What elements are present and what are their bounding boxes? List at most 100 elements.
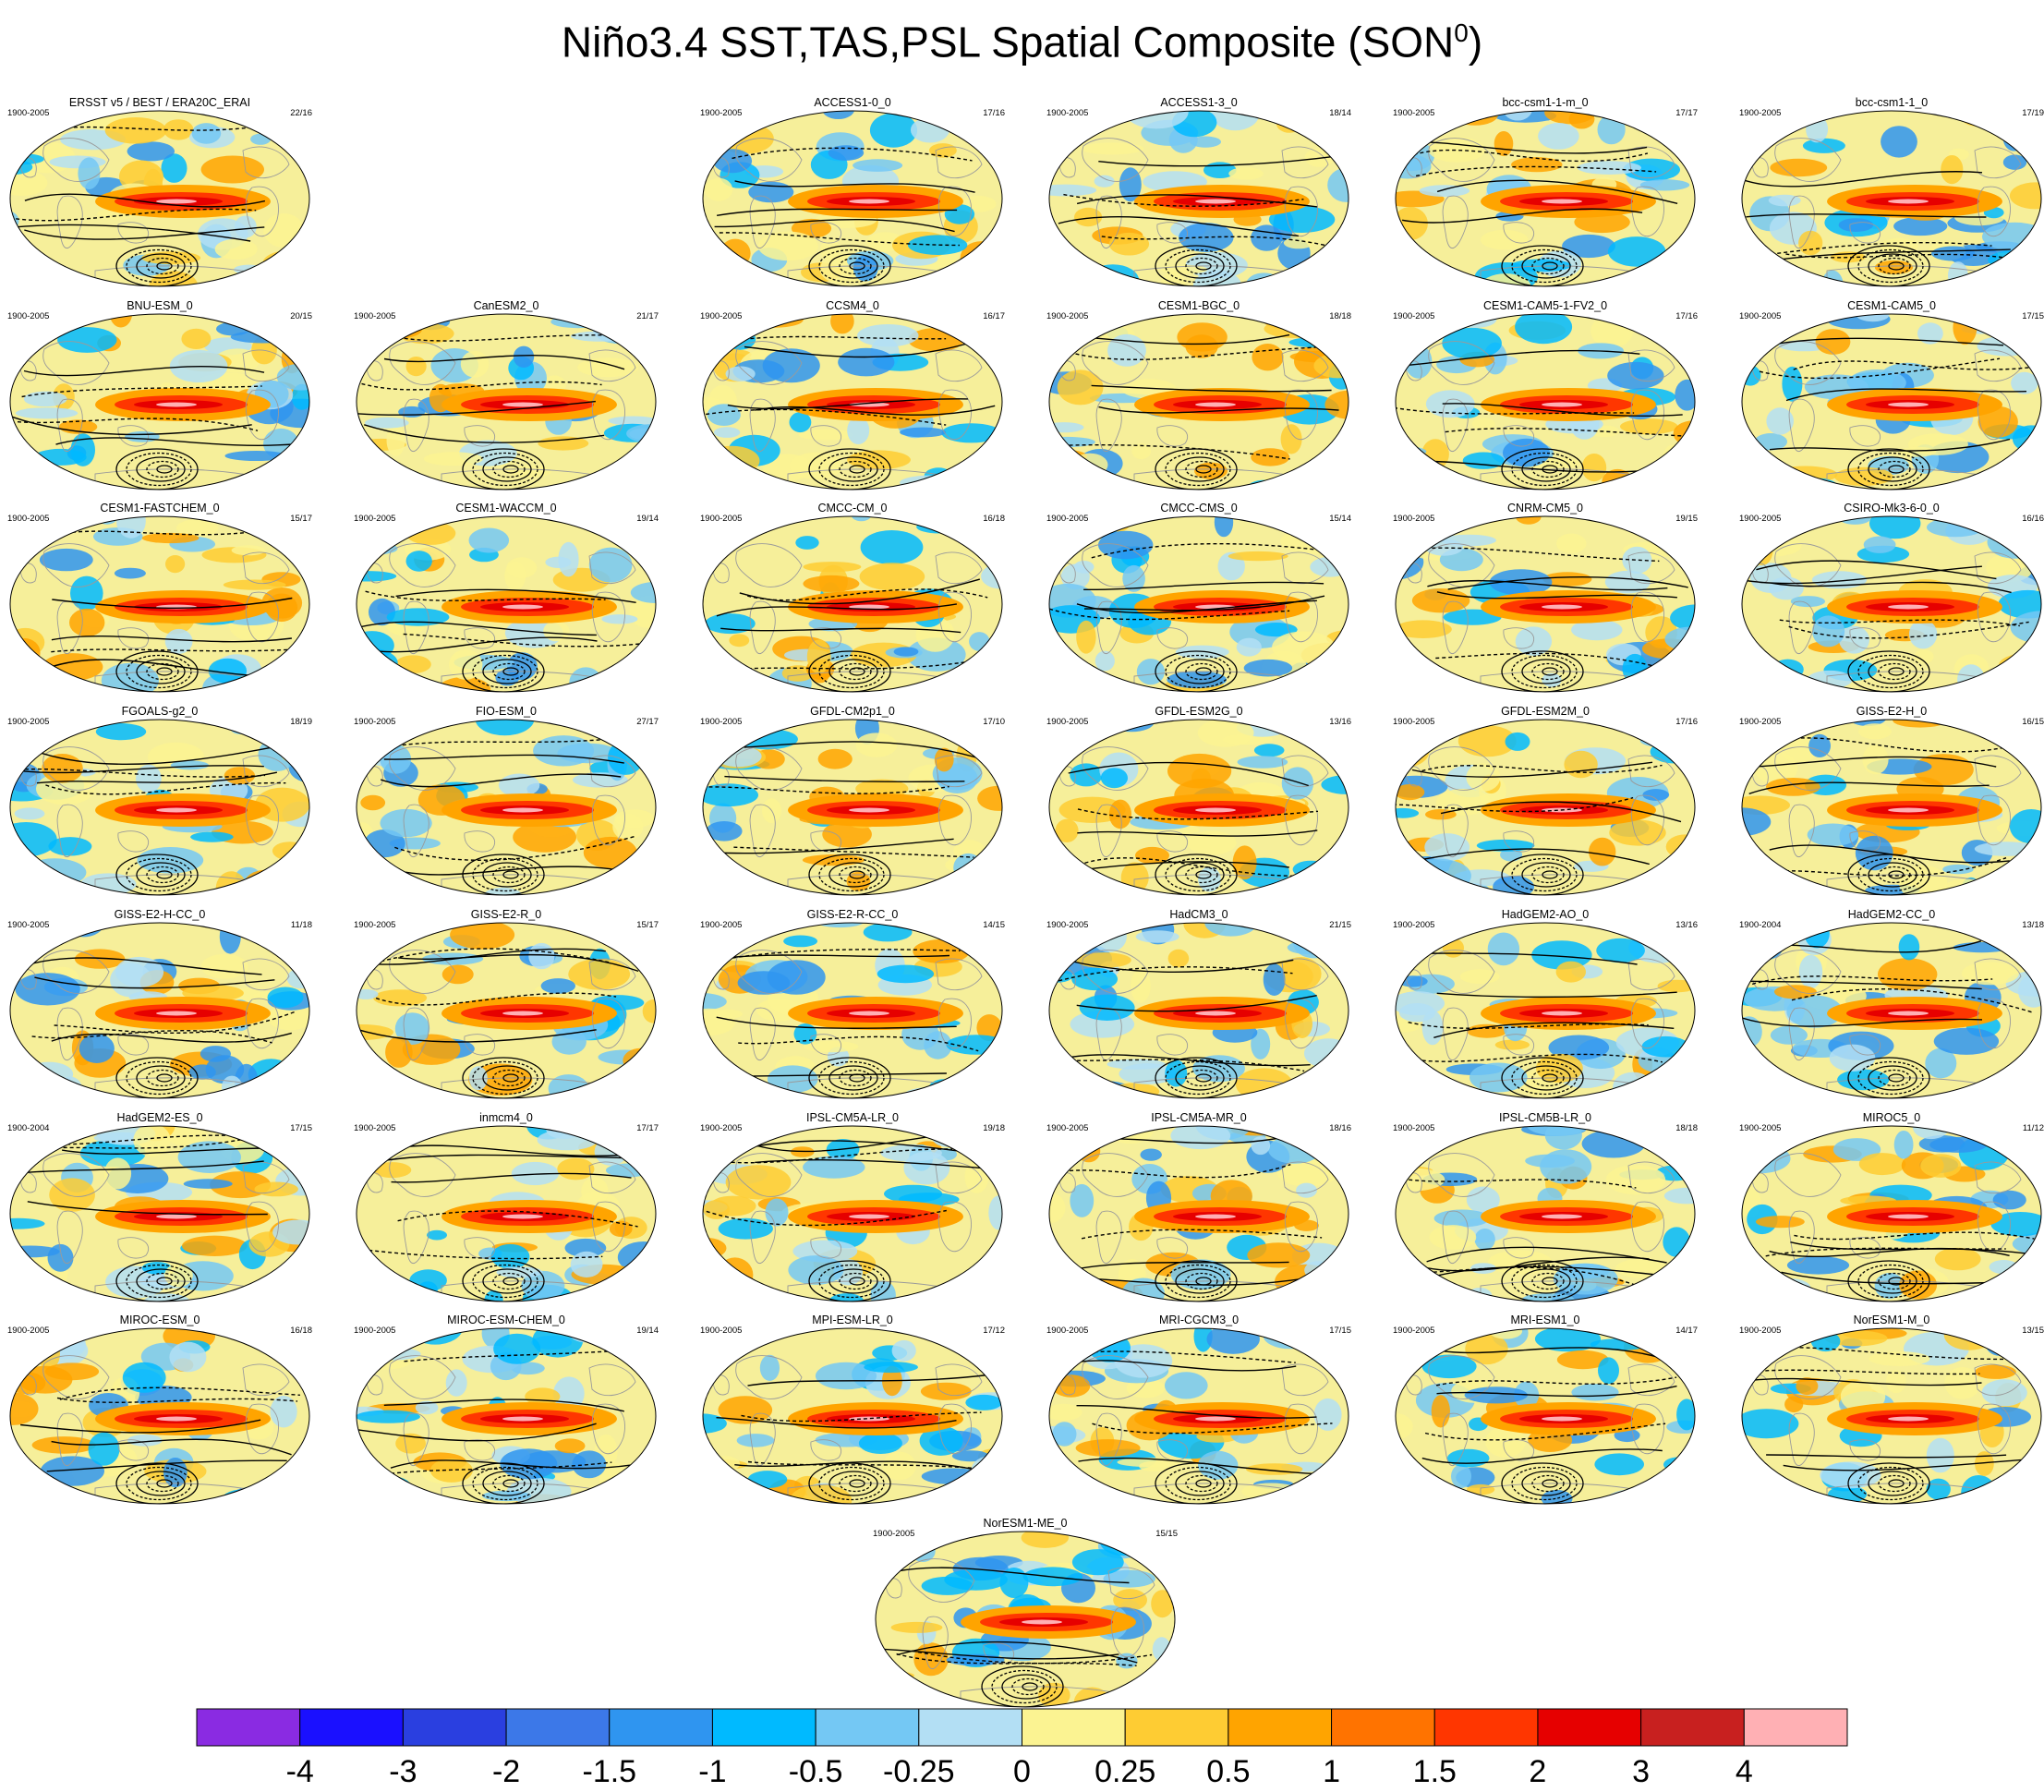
- figure-title: Niño3.4 SST,TAS,PSL Spatial Composite (S…: [0, 6, 2044, 69]
- panel-title: bcc-csm1-1_0: [1855, 96, 1929, 109]
- robinson-map: [1741, 719, 2042, 896]
- map-panel: HadCM3_0 1900-2005 21/15: [1046, 908, 1351, 1102]
- colorbar-swatch: [299, 1708, 404, 1747]
- panel-count: 19/14: [636, 1326, 659, 1336]
- panel-period: 1900-2005: [1046, 514, 1089, 524]
- colorbar-tick-label: -1: [698, 1754, 727, 1789]
- panel-period: 1900-2004: [7, 1123, 50, 1133]
- robinson-map: [1395, 515, 1696, 693]
- map-panel: CMCC-CM_0 1900-2005 16/18: [700, 502, 1005, 696]
- map-panel: ACCESS1-3_0 1900-2005 18/14: [1046, 96, 1351, 290]
- panel-title: CCSM4_0: [826, 299, 879, 312]
- panel-count: 17/15: [1329, 1326, 1351, 1336]
- panel-period: 1900-2005: [1393, 311, 1435, 321]
- map-panel: CanESM2_0 1900-2005 21/17: [354, 299, 659, 493]
- colorbar-tick-label: -4: [285, 1754, 314, 1789]
- panel-title: GFDL-ESM2M_0: [1501, 705, 1590, 718]
- robinson-map: [1048, 515, 1349, 693]
- panel-period: 1900-2005: [1393, 920, 1435, 930]
- robinson-map: [1741, 313, 2042, 490]
- panel-period: 1900-2005: [700, 1123, 743, 1133]
- panel-count: 19/14: [636, 514, 659, 524]
- panel-period: 1900-2004: [1739, 920, 1782, 930]
- panel-count: 17/12: [983, 1326, 1005, 1336]
- panel-title: GFDL-CM2p1_0: [810, 705, 895, 718]
- map-panel: CESM1-WACCM_0 1900-2005 19/14: [354, 502, 659, 696]
- panel-title: HadGEM2-AO_0: [1501, 908, 1590, 921]
- panel-count: 15/17: [636, 920, 659, 930]
- panel-title: CESM1-CAM5-1-FV2_0: [1482, 299, 1608, 312]
- panel-period: 1900-2005: [354, 311, 396, 321]
- panel-title: inmcm4_0: [479, 1111, 533, 1124]
- colorbar-tick-label: 0.5: [1206, 1754, 1251, 1789]
- panel-period: 1900-2005: [354, 920, 396, 930]
- panel-title: IPSL-CM5A-MR_0: [1151, 1111, 1247, 1124]
- panel-count: 11/12: [2022, 1123, 2044, 1133]
- map-panel: BNU-ESM_0 1900-2005 20/15: [7, 299, 312, 493]
- robinson-map: [702, 110, 1003, 287]
- panel-count: 16/15: [2022, 717, 2044, 727]
- map-panel: FIO-ESM_0 1900-2005 27/17: [354, 705, 659, 899]
- panel-title: GISS-E2-R-CC_0: [806, 908, 899, 921]
- panel-count: 21/15: [1329, 920, 1351, 930]
- panel-period: 1900-2005: [700, 1326, 743, 1336]
- figure-title-main: Niño3.4 SST,TAS,PSL Spatial Composite (S…: [561, 18, 1455, 67]
- panel-title: HadGEM2-CC_0: [1847, 908, 1936, 921]
- map-panel: GISS-E2-R_0 1900-2005 15/17: [354, 908, 659, 1102]
- robinson-map: [702, 719, 1003, 896]
- panel-title: MPI-ESM-LR_0: [812, 1314, 893, 1326]
- panel-count: 15/14: [1329, 514, 1351, 524]
- robinson-map: [1395, 719, 1696, 896]
- robinson-map: [702, 515, 1003, 693]
- map-panel: IPSL-CM5B-LR_0 1900-2005 18/18: [1393, 1111, 1698, 1305]
- map-panel: CMCC-CMS_0 1900-2005 15/14: [1046, 502, 1351, 696]
- map-panel: MRI-CGCM3_0 1900-2005 17/15: [1046, 1314, 1351, 1507]
- panel-count: 17/17: [1675, 108, 1698, 118]
- map-panel: IPSL-CM5A-LR_0 1900-2005 19/18: [700, 1111, 1005, 1305]
- robinson-map: [9, 110, 310, 287]
- panel-period: 1900-2005: [1739, 1123, 1782, 1133]
- colorbar-tick-label: -0.5: [788, 1754, 843, 1789]
- panel-period: 1900-2005: [1046, 1326, 1089, 1336]
- colorbar-swatch: [196, 1708, 301, 1747]
- panel-title: HadCM3_0: [1169, 908, 1228, 921]
- panel-period: 1900-2005: [1393, 1123, 1435, 1133]
- panel-title: MRI-ESM1_0: [1510, 1314, 1580, 1326]
- colorbar-tick-label: -1.5: [582, 1754, 637, 1789]
- panel-count: 21/17: [636, 311, 659, 321]
- panel-period: 1900-2005: [1739, 1326, 1782, 1336]
- panel-title: ACCESS1-3_0: [1160, 96, 1238, 109]
- robinson-map: [356, 719, 657, 896]
- panel-title: CMCC-CM_0: [817, 502, 888, 515]
- panel-period: 1900-2005: [1393, 1326, 1435, 1336]
- panel-period: 1900-2005: [7, 920, 50, 930]
- robinson-map: [702, 922, 1003, 1099]
- robinson-map: [1048, 719, 1349, 896]
- panel-period: 1900-2005: [700, 108, 743, 118]
- colorbar-swatch: [1433, 1708, 1539, 1747]
- panel-period: 1900-2005: [1046, 717, 1089, 727]
- robinson-map: [1741, 110, 2042, 287]
- panel-title: ACCESS1-0_0: [814, 96, 891, 109]
- panel-count: 14/15: [983, 920, 1005, 930]
- colorbar-swatch: [402, 1708, 507, 1747]
- colorbar-swatch: [918, 1708, 1022, 1747]
- panel-title: CanESM2_0: [473, 299, 539, 312]
- map-panel: GISS-E2-H-CC_0 1900-2005 11/18: [7, 908, 312, 1102]
- panel-title: MIROC5_0: [1862, 1111, 1921, 1124]
- panel-period: 1900-2005: [1046, 311, 1089, 321]
- panel-count: 13/16: [1329, 717, 1351, 727]
- map-panel: GISS-E2-R-CC_0 1900-2005 14/15: [700, 908, 1005, 1102]
- panel-title: CESM1-BGC_0: [1157, 299, 1240, 312]
- robinson-map: [1395, 1327, 1696, 1505]
- panel-title: CMCC-CMS_0: [1160, 502, 1238, 515]
- figure-title-end: ): [1468, 18, 1483, 67]
- colorbar-swatch: [609, 1708, 713, 1747]
- robinson-map: [1741, 515, 2042, 693]
- panel-count: 16/18: [290, 1326, 312, 1336]
- robinson-map: [356, 1327, 657, 1505]
- panel-period: 1900-2005: [1046, 1123, 1089, 1133]
- panel-count: 13/18: [2022, 920, 2044, 930]
- panel-period: 1900-2005: [1393, 717, 1435, 727]
- robinson-map: [1395, 313, 1696, 490]
